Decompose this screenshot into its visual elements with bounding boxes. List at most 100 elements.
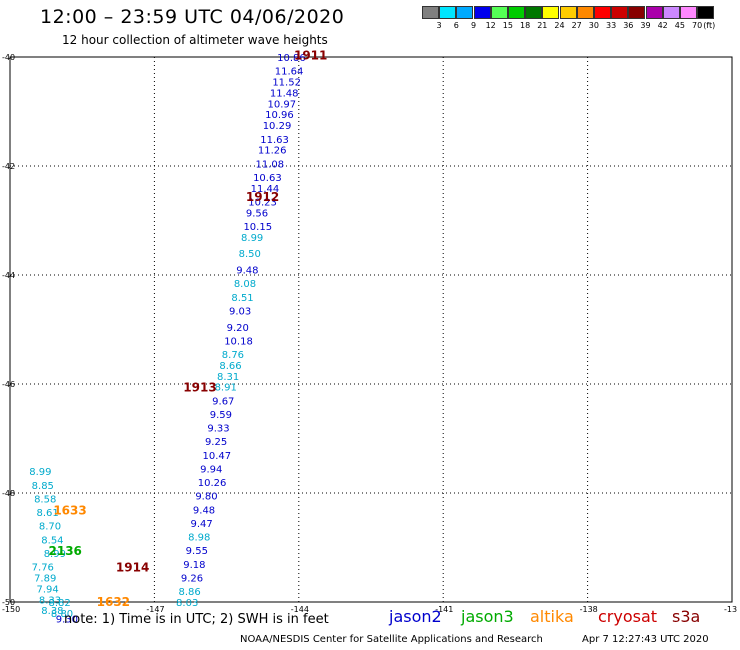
pass-time-label: 1632 — [97, 595, 130, 609]
swh-value: 10.26 — [198, 478, 227, 489]
legend-label: 39 — [640, 21, 651, 30]
swh-value: 8.80 — [51, 609, 73, 620]
swh-value: 9.20 — [227, 323, 249, 334]
swh-value: 8.98 — [188, 533, 210, 544]
swh-value: 11.08 — [255, 159, 284, 170]
legend-swatch — [576, 6, 594, 19]
swh-value: 10.23 — [248, 197, 277, 208]
legend-label: 36 — [623, 21, 634, 30]
swh-value: 8.08 — [234, 279, 256, 290]
swh-value: 11.48 — [270, 88, 299, 99]
legend-swatch — [456, 6, 474, 19]
legend-swatch — [473, 6, 491, 19]
legend-swatch — [645, 6, 663, 19]
swh-value: 8.61 — [36, 508, 58, 519]
swh-value: 8.54 — [41, 535, 63, 546]
swh-value: 8.99 — [44, 549, 66, 560]
legend-label: 6 — [453, 21, 459, 30]
swh-value: 9.48 — [193, 505, 215, 516]
map-subtitle: 12 hour collection of altimeter wave hei… — [62, 33, 328, 47]
swh-value: 8.58 — [34, 494, 56, 505]
pass-time-label: 1633 — [53, 503, 86, 517]
lat-label: -48 — [2, 489, 15, 498]
lon-label: -150 — [2, 605, 20, 614]
legend-swatch — [662, 6, 680, 19]
generated-timestamp: Apr 7 12:27:43 UTC 2020 — [582, 634, 709, 645]
legend-swatch — [490, 6, 508, 19]
lat-label: -50 — [2, 598, 15, 607]
legend-swatch — [439, 6, 457, 19]
swh-value: 9.25 — [205, 437, 227, 448]
legend-label: 24 — [554, 21, 565, 30]
legend-label: 15 — [502, 21, 513, 30]
swh-value: 9.55 — [186, 546, 208, 557]
legend-label: 21 — [537, 21, 548, 30]
swh-value: 9.18 — [183, 560, 205, 571]
swh-value: 10.29 — [263, 121, 292, 132]
satellite-jason3: jason3 — [461, 607, 514, 626]
swh-value: 8.50 — [239, 249, 261, 260]
swh-value: 8.38 — [41, 606, 63, 617]
swh-value: 10.15 — [243, 222, 272, 233]
legend-label: 3 — [436, 21, 442, 30]
lon-label: -147 — [146, 605, 164, 614]
swh-value: 10.63 — [253, 173, 282, 184]
swh-value: 7.76 — [32, 563, 54, 574]
legend-unit: (ft) — [703, 21, 716, 30]
legend-swatch — [422, 6, 439, 19]
lat-label: -40 — [2, 53, 15, 62]
swh-value: 9.30 — [56, 614, 78, 625]
lat-label: -46 — [2, 380, 15, 389]
swh-value: 9.48 — [236, 266, 258, 277]
legend-label: 70 — [692, 21, 703, 30]
legend-swatch — [559, 6, 577, 19]
legend-label: 42 — [657, 21, 668, 30]
swh-value: 8.85 — [32, 481, 54, 492]
pass-time-label: 1913 — [183, 381, 216, 395]
satellite-jason2: jason2 — [389, 607, 442, 626]
legend-swatch — [628, 6, 646, 19]
lon-label: -141 — [435, 605, 453, 614]
legend-swatch — [680, 6, 697, 19]
lat-label: -42 — [2, 162, 15, 171]
legend-label: 18 — [520, 21, 531, 30]
footer-note: note: 1) Time is in UTC; 2) SWH is in fe… — [64, 612, 329, 627]
swh-value: 10.47 — [203, 451, 232, 462]
swh-value: 8.82 — [49, 598, 71, 609]
swh-value: 10.96 — [265, 110, 294, 121]
legend-swatch — [594, 6, 611, 19]
legend-swatch — [508, 6, 525, 19]
swh-value: 8.03 — [176, 598, 198, 609]
swh-value: 7.94 — [36, 584, 58, 595]
swh-value: 11.26 — [258, 146, 287, 157]
swh-value: 10.18 — [224, 336, 253, 347]
swh-value: 9.80 — [195, 492, 217, 503]
swh-value: 8.76 — [222, 350, 244, 361]
pass-time-label: 1914 — [116, 561, 149, 575]
swh-value: 9.67 — [212, 396, 234, 407]
pass-time-label: 1911 — [294, 48, 327, 62]
satellite-cryosat: cryosat — [598, 607, 658, 626]
pass-time-label: 2136 — [49, 544, 82, 558]
satellite-altika: altika — [530, 607, 574, 626]
legend-label: 45 — [674, 21, 685, 30]
legend-swatch — [542, 6, 560, 19]
swh-value: 9.47 — [191, 519, 213, 530]
swh-value: 8.51 — [231, 293, 253, 304]
lat-label: -44 — [2, 271, 15, 280]
swh-value: 11.52 — [272, 78, 301, 89]
swh-value: 10.86 — [277, 53, 306, 64]
swh-value: 8.99 — [241, 233, 263, 244]
legend-swatch — [525, 6, 543, 19]
satellite-s3a: s3a — [672, 607, 701, 626]
swh-value: 9.59 — [210, 410, 232, 421]
swh-value: 10.97 — [268, 99, 297, 110]
swh-value: 8.70 — [39, 522, 61, 533]
legend-swatch — [611, 6, 629, 19]
swh-value: 9.33 — [207, 424, 229, 435]
lon-label: -138 — [580, 605, 598, 614]
map-frame — [9, 56, 733, 603]
legend-label: 27 — [571, 21, 582, 30]
swh-value: 8.31 — [217, 372, 239, 383]
